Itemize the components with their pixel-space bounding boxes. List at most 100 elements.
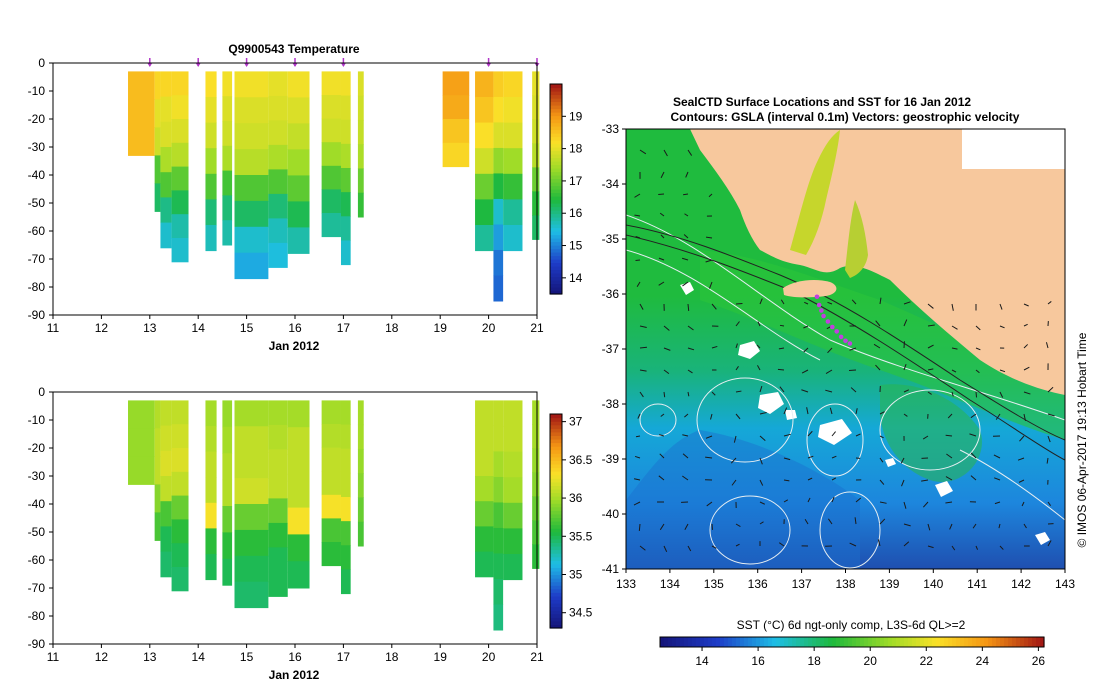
map-y-tick-label: -36 [602,287,620,301]
colorbar-segment [550,203,562,208]
sst-colorbar-segment [996,637,1001,647]
colorbar-segment [550,136,562,141]
y-tick-label: -50 [28,525,46,539]
velocity-vector [659,212,665,217]
warm-eddy [880,384,982,482]
colorbar-segment [550,442,562,447]
sst-colorbar-segment [1000,637,1005,647]
velocity-vector [1047,435,1051,443]
colorbar-segment [550,606,562,611]
colorbar-segment [550,231,562,236]
profile-cell [234,123,269,150]
velocity-vector [921,479,929,482]
profile-cell [340,168,351,193]
velocity-vector [663,391,666,398]
colorbar-segment [550,234,562,239]
profile-cell [171,238,189,263]
sst-colorbar-segment [664,637,669,647]
velocity-vector [1023,303,1029,307]
velocity-vector [903,301,911,305]
y-tick-label: -10 [28,84,46,98]
colorbar-tick-label: 16 [569,206,583,220]
colorbar-segment [550,421,562,426]
velocity-vector [951,303,954,311]
salinity-y-axis: 0 -10 -20 -30 -40 -50 -60 -70 -80 -90 [28,385,53,651]
velocity-vector [1023,344,1029,349]
profile-cell [321,471,341,496]
profile-cell [234,478,269,505]
x-tick-label: 15 [240,650,254,664]
profile-cell [234,252,269,280]
velocity-vector [949,523,953,530]
x-tick-label: 19 [434,650,448,664]
x-tick-label: 15 [240,321,254,335]
profile-cell [287,97,310,124]
velocity-vector [687,369,693,374]
velocity-vector [778,347,785,350]
velocity-vector [803,325,809,329]
profile-cell [503,502,523,529]
x-tick-label: 14 [192,650,206,664]
sst-colorbar-tick-label: 16 [751,654,765,668]
sst-colorbar-segment [932,637,937,647]
profile-cell [357,168,364,194]
x-tick-label: 16 [288,321,302,335]
sst-colorbar-segment [900,637,905,647]
velocity-vector [807,455,814,459]
map-y-tick-label: -41 [602,562,620,576]
sst-colorbar-segment [768,637,773,647]
profile-cell [222,220,233,246]
colorbar-segment [550,150,562,155]
velocity-vector [879,479,885,485]
profile-cell [205,225,217,252]
profile-cell [268,193,288,219]
profile-cell [532,143,540,168]
sst-colorbar-segment [844,637,849,647]
profile-cell [160,400,172,427]
profile-cell [493,578,504,605]
sst-colorbar-segment [720,637,725,647]
map-x-axis: 133 134 135 136 137 138 139 140 141 142 143 [616,569,1075,591]
velocity-vector [735,366,739,371]
velocity-vector [903,413,908,417]
colorbar-segment [550,506,562,511]
no-data-region [962,129,1065,169]
profile-cell [154,183,161,212]
velocity-vector [901,479,905,487]
x-tick-label: 13 [143,321,157,335]
velocity-vector [639,391,644,398]
velocity-vector [687,545,692,552]
velocity-vector [803,347,809,353]
profile-cell [154,71,161,100]
profile-cell [205,199,217,226]
spencer-gulf [790,130,840,255]
profile-cell [503,554,523,581]
sst-colorbar-segment [952,637,957,647]
colorbar-segment [550,535,562,540]
profile-cell [532,424,540,449]
profile-cell [234,149,269,176]
profile-cell [340,448,351,474]
velocity-vector [783,479,790,482]
profile-cell [268,547,288,573]
colorbar-segment [550,542,562,547]
y-tick-label: -40 [28,168,46,182]
x-tick-label: 12 [95,650,109,664]
profile-cell [205,148,217,175]
profile-cell [357,424,364,450]
velocity-vector [708,193,713,198]
profile-cell [171,95,189,120]
velocity-vector [735,343,738,349]
profile-cell [340,216,351,241]
colorbar-segment [550,178,562,183]
profile-cell [205,122,217,149]
colorbar-segment [550,119,562,124]
salinity-panel: 11 12 13 14 15 16 17 18 19 20 21 0 -10 -20 -30 -40 -50 -… [28,385,593,682]
colorbar-segment [550,175,562,180]
velocity-vector [849,347,857,351]
profile-cell [205,502,217,529]
profile-cell [493,476,504,503]
station-marker-head [195,63,201,67]
profile-cell [475,501,494,527]
velocity-vector [759,385,763,393]
